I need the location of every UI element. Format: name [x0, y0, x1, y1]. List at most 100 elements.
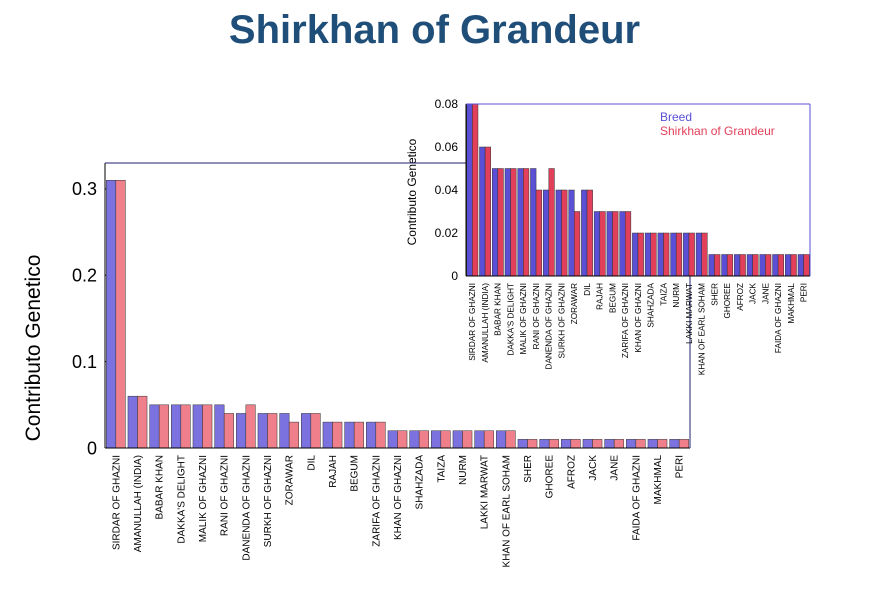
main-x-tick-label: RANI OF GHAZNI [220, 455, 231, 536]
main-bar-series-2 [158, 404, 169, 449]
main-y-tick-label: 0.2 [72, 266, 97, 286]
main-bar-series-1 [301, 413, 312, 449]
main-bar-series-1 [647, 439, 658, 449]
main-bar-series-2 [288, 421, 299, 449]
main-bar-series-1 [192, 404, 203, 449]
main-bar-series-1 [626, 439, 637, 449]
inset-bar-series-1 [555, 189, 562, 277]
main-bar-series-1 [171, 404, 182, 449]
inset-bar-series-2 [714, 254, 721, 277]
main-bar-series-1 [474, 430, 485, 449]
inset-bar-series-2 [472, 103, 479, 277]
main-bar-series-2 [592, 439, 603, 449]
inset-bar-series-2 [510, 168, 517, 277]
main-bar-series-1 [517, 439, 528, 449]
page-title: Shirkhan of Grandeur [228, 8, 641, 52]
inset-bar-series-2 [739, 254, 746, 277]
main-bar-series-2 [223, 413, 234, 449]
inset-bar-series-2 [561, 189, 568, 277]
main-bar-series-2 [137, 395, 148, 449]
main-bar-series-2 [180, 404, 191, 449]
main-bar-series-2 [483, 430, 494, 449]
inset-x-tick-label: BABAR KHAN [494, 283, 503, 336]
main-x-tick-label: MALIK OF GHAZNI [198, 455, 209, 542]
main-x-tick-label: SIRDAR OF GHAZNI [111, 455, 122, 550]
main-x-tick-label: PERI [675, 455, 686, 478]
inset-x-tick-label: DIL [583, 283, 592, 296]
main-bar-series-1 [236, 413, 247, 449]
inset-bar-series-1 [568, 189, 575, 277]
main-bar-series-1 [366, 421, 377, 449]
inset-x-tick-label: SIRDAR OF GHAZNI [468, 283, 477, 361]
inset-bar-series-1 [606, 211, 613, 277]
main-x-tick-label: TAIZA [436, 455, 447, 483]
main-bar-series-1 [387, 430, 398, 449]
inset-bar-series-1 [746, 254, 753, 277]
main-y-tick-label: 0.3 [72, 179, 97, 199]
main-bar-series-1 [149, 404, 160, 449]
main-bar-series-2 [635, 439, 646, 449]
inset-bar-series-2 [701, 232, 708, 277]
inset-bar-series-1 [479, 146, 486, 277]
main-bar-series-1 [344, 421, 355, 449]
main-x-tick-label: ZORAWAR [285, 455, 296, 505]
main-x-tick-label: JACK [588, 455, 599, 481]
inset-bar-series-1 [581, 189, 588, 277]
inset-bar-series-2 [637, 232, 644, 277]
main-bar-series-2 [440, 430, 451, 449]
inset-x-tick-label: SHER [710, 283, 719, 306]
main-x-tick-label: JANE [610, 455, 621, 481]
inset-bar-series-1 [683, 232, 690, 277]
main-x-tick-label: MAKHMAL [653, 455, 664, 505]
main-x-tick-label: KHAN OF GHAZNI [393, 455, 404, 540]
inset-bar-series-1 [797, 254, 804, 277]
inset-bar-series-2 [612, 211, 619, 277]
main-y-tick-label: 0 [87, 438, 97, 458]
main-bar-series-1 [431, 430, 442, 449]
main-bar-series-2 [505, 430, 516, 449]
main-bar-series-1 [106, 180, 117, 449]
inset-bar-series-1 [785, 254, 792, 277]
inset-bar-series-1 [644, 232, 651, 277]
inset-bar-series-1 [721, 254, 728, 277]
main-bar-series-1 [582, 439, 593, 449]
inset-bar-series-1 [466, 103, 473, 277]
main-x-tick-label: AFROZ [566, 455, 577, 489]
main-bar-series-1 [669, 439, 680, 449]
inset-x-tick-label: SURKH OF GHAZNI [557, 283, 566, 359]
main-bar-series-2 [462, 430, 473, 449]
main-bar-series-2 [375, 421, 386, 449]
main-x-tick-label: KHAN OF EARL SOHAM [501, 455, 512, 567]
main-x-tick-label: AMANULLAH (INDIA) [133, 455, 144, 552]
inset-bar-series-2 [726, 254, 734, 277]
inset-bar-series-2 [790, 254, 797, 277]
inset-x-tick-label: TAIZA [659, 282, 668, 305]
main-y-tick-label: 0.1 [72, 352, 97, 372]
inset-bar-series-1 [708, 254, 715, 277]
inset-bar-series-1 [542, 189, 550, 277]
inset-x-tick-label: KHAN OF EARL SOHAM [698, 283, 707, 375]
main-bar-series-2 [527, 439, 538, 449]
main-x-tick-label: RAJAH [328, 455, 339, 488]
main-x-tick-label: SURKH OF GHAZNI [263, 455, 274, 547]
main-bar-series-1 [539, 439, 550, 449]
main-x-tick-label: GHOREE [545, 455, 556, 499]
inset-bar-series-1 [504, 168, 511, 277]
inset-bar-series-2 [599, 211, 606, 277]
inset-x-tick-label: LAKKI MARWAT [685, 283, 694, 344]
inset-x-tick-label: RAJAH [596, 283, 605, 310]
main-bar-series-2 [397, 430, 408, 449]
main-bar-series-2 [202, 404, 213, 449]
inset-bar-series-1 [619, 211, 626, 277]
inset-bar-series-1 [657, 232, 664, 277]
main-bar-series-2 [570, 439, 581, 449]
inset-bar-series-2 [484, 146, 491, 277]
inset-bar-series-2 [752, 254, 759, 277]
inset-x-tick-label: DANENDA OF GHAZNI [545, 283, 554, 369]
main-bar-series-1 [214, 404, 225, 449]
inset-bar-series-2 [765, 254, 772, 277]
inset-x-tick-label: MAKHMAL [787, 283, 796, 324]
inset-bar-series-2 [548, 168, 555, 277]
inset-x-tick-label: DAKKA'S DELIGHT [506, 283, 515, 356]
